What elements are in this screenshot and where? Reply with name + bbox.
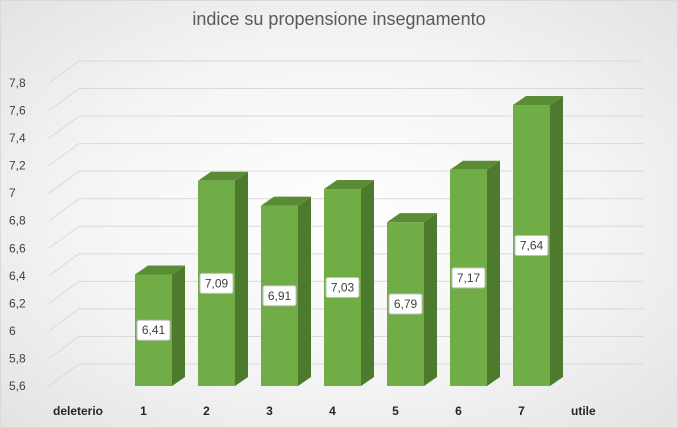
bar-side — [361, 180, 374, 386]
gridline-diagonal — [48, 198, 80, 222]
bar-side — [550, 96, 563, 386]
y-tick-label: 5,8 — [9, 351, 26, 365]
data-label-box — [325, 277, 360, 299]
bar-side — [235, 171, 248, 386]
gridline-diagonal — [48, 253, 80, 277]
data-label-box — [199, 272, 234, 294]
y-tick-label: 6,8 — [9, 214, 26, 228]
data-label-box — [388, 293, 423, 315]
bar-top — [324, 180, 374, 190]
y-tick-label: 6 — [9, 324, 16, 338]
x-tick-label: 4 — [329, 404, 336, 418]
gridline-diagonal — [48, 308, 80, 332]
y-tick-label: 7,4 — [9, 131, 26, 145]
bar-top — [198, 171, 248, 181]
data-label-box — [262, 285, 297, 307]
y-tick-label: 5,6 — [9, 379, 26, 393]
y-tick-label: 7 — [9, 186, 16, 200]
data-label: 6,41 — [142, 323, 166, 337]
chart-title: indice su propensione insegnamento — [192, 9, 486, 29]
data-label: 7,09 — [205, 276, 229, 290]
gridline-diagonal — [48, 143, 80, 167]
gridline-diagonal — [48, 225, 80, 249]
bar-side — [172, 265, 185, 386]
gridline-diagonal — [48, 60, 80, 84]
x-tick-label: 1 — [140, 404, 147, 418]
gridline-diagonal — [48, 336, 80, 359]
y-tick-label: 6,2 — [9, 296, 26, 310]
bar-top — [513, 96, 563, 106]
y-tick-label: 6,4 — [9, 269, 26, 283]
data-label: 6,79 — [394, 297, 418, 311]
bar-side — [424, 213, 437, 386]
y-tick-label: 6,6 — [9, 241, 26, 255]
bar-top — [450, 160, 500, 170]
x-tick-label: 5 — [392, 404, 399, 418]
data-label-box — [136, 319, 171, 341]
data-label: 7,64 — [520, 239, 544, 253]
x-tick-label: 3 — [266, 404, 273, 418]
bar-top — [135, 265, 185, 275]
y-tick-label: 7,8 — [9, 76, 26, 90]
data-label-box — [514, 235, 549, 257]
y-tick-label: 7,6 — [9, 104, 26, 118]
gridline-diagonal — [48, 363, 80, 387]
data-label-box — [451, 267, 486, 289]
x-tick-label: 2 — [203, 404, 210, 418]
x-end-label-left: deleterio — [53, 404, 103, 418]
x-tick-label: 6 — [455, 404, 462, 418]
bar-side — [487, 160, 500, 386]
x-tick-label: 7 — [518, 404, 525, 418]
gridline-diagonal — [48, 88, 80, 111]
bar-side — [298, 196, 311, 386]
data-label: 7,03 — [331, 281, 355, 295]
data-label: 7,17 — [457, 271, 481, 285]
gridline-diagonal — [48, 170, 80, 194]
x-end-label-right: utile — [571, 404, 596, 418]
gridline-diagonal — [48, 115, 80, 139]
gridline-diagonal — [48, 280, 80, 304]
y-tick-label: 7,2 — [9, 159, 26, 173]
bar-top — [261, 196, 311, 206]
bar-top — [387, 213, 437, 223]
data-label: 6,91 — [268, 289, 292, 303]
